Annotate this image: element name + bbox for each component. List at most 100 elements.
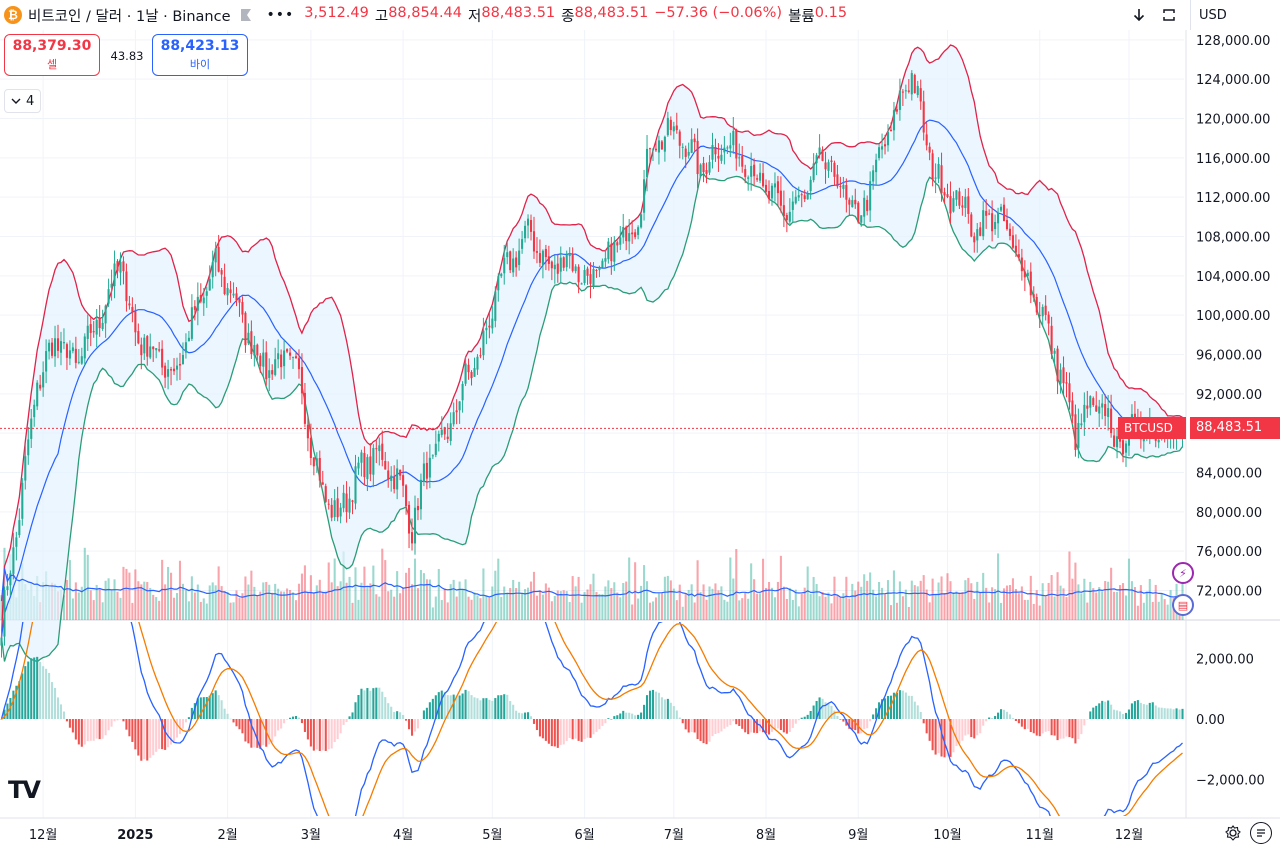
candle bbox=[985, 199, 988, 229]
currency-selector[interactable]: USD bbox=[1190, 0, 1280, 30]
tradingview-logo[interactable]: TV bbox=[8, 776, 41, 804]
macd-histogram-bar bbox=[860, 719, 863, 734]
volume-bar bbox=[515, 588, 518, 620]
indicator-collapse-button[interactable]: 4 bbox=[4, 89, 42, 113]
candle-body bbox=[24, 456, 27, 481]
macd-histogram-bar bbox=[1089, 711, 1092, 719]
buy-button[interactable]: 88,423.13 바이 bbox=[152, 34, 248, 76]
symbol-title[interactable]: 비트코인 / 달러 · 1날 · Binance bbox=[28, 8, 231, 25]
macd-histogram-bar bbox=[985, 719, 988, 722]
candle-body bbox=[946, 194, 949, 198]
candle bbox=[619, 226, 622, 250]
volume-bar bbox=[446, 602, 449, 620]
candle-body bbox=[223, 276, 226, 294]
candle-body bbox=[446, 436, 449, 439]
volume-bar bbox=[1124, 595, 1128, 620]
macd-histogram-bar bbox=[1169, 708, 1172, 719]
candle bbox=[491, 306, 494, 334]
macd-histogram-bar bbox=[351, 712, 354, 719]
candle bbox=[65, 342, 68, 370]
volume-bar bbox=[354, 567, 357, 620]
candle-body bbox=[167, 369, 170, 377]
candle bbox=[1020, 248, 1023, 281]
more-icon[interactable]: ••• bbox=[266, 7, 295, 23]
macd-histogram-bar bbox=[1002, 709, 1006, 719]
volume-bar bbox=[339, 581, 342, 620]
chat-icon[interactable] bbox=[1250, 822, 1272, 844]
symbol-pill[interactable]: ₿ 비트코인 / 달러 · 1날 · Binance ••• bbox=[0, 0, 301, 30]
macd-histogram-bar bbox=[1053, 719, 1056, 736]
candle bbox=[824, 151, 827, 184]
candle bbox=[842, 176, 845, 198]
candle-body bbox=[815, 155, 818, 164]
sell-button[interactable]: 88,379.30 셀 bbox=[4, 34, 100, 76]
macd-histogram-bar bbox=[455, 695, 458, 719]
time-axis[interactable]: 12월 2025 2월 3월 4월 5월 6월 7월 8월 9월 10월 11월 12월 bbox=[29, 828, 1143, 843]
volume-bar bbox=[738, 600, 741, 620]
fullscreen-icon[interactable] bbox=[1154, 1, 1184, 29]
macd-histogram-bar bbox=[1008, 714, 1012, 719]
candle bbox=[399, 469, 402, 481]
candle-body bbox=[836, 174, 839, 187]
macd-histogram-bar bbox=[794, 719, 797, 724]
candle bbox=[1104, 394, 1107, 426]
macd-histogram-bar bbox=[764, 719, 768, 734]
volume-bar bbox=[71, 598, 74, 620]
candle bbox=[113, 250, 116, 299]
candle bbox=[217, 234, 220, 273]
volume-bar bbox=[95, 584, 98, 620]
candle bbox=[241, 296, 244, 323]
macd-histogram-bar bbox=[152, 719, 155, 756]
candle bbox=[116, 259, 119, 279]
ohlc-value: 88,483.51 bbox=[481, 4, 556, 21]
candle-body bbox=[559, 257, 562, 272]
candle bbox=[354, 454, 357, 510]
download-arrow-icon[interactable] bbox=[1124, 1, 1154, 29]
volume-bar bbox=[818, 596, 821, 620]
macd-histogram-bar bbox=[800, 717, 803, 719]
candle-body bbox=[375, 448, 378, 450]
candle bbox=[56, 324, 60, 359]
candle-body bbox=[818, 147, 821, 155]
candle bbox=[128, 295, 131, 310]
candle-body bbox=[422, 463, 425, 482]
buy-price: 88,423.13 bbox=[160, 38, 240, 54]
flag-icon[interactable] bbox=[239, 8, 253, 22]
macd-histogram-bar bbox=[494, 698, 497, 719]
macd-histogram-bar bbox=[1145, 704, 1148, 719]
volume-bar bbox=[690, 584, 693, 620]
macd-histogram-bar bbox=[408, 719, 411, 730]
macd-histogram-bar bbox=[18, 681, 21, 719]
lightning-indicator-icon[interactable]: ⚡ bbox=[1172, 562, 1194, 584]
bitcoin-icon: ₿ bbox=[4, 6, 22, 24]
price-tick-label: 92,000.00 bbox=[1196, 388, 1262, 403]
candle-body bbox=[872, 170, 875, 182]
volume-bar bbox=[116, 591, 119, 620]
volume-bar bbox=[696, 560, 699, 620]
macd-histogram-bar bbox=[77, 719, 80, 745]
price-axis[interactable]: 128,000.00124,000.00120,000.00116,000.00… bbox=[1196, 34, 1270, 600]
candle-body bbox=[693, 138, 696, 143]
candle bbox=[684, 145, 687, 169]
macd-histogram-bar bbox=[904, 692, 907, 719]
ohlc-legend: 3,512.49 고 88,854.44 저 88,483.51 종 88,483.51 −5… bbox=[304, 5, 853, 26]
volume-bar bbox=[973, 598, 976, 620]
candle bbox=[601, 258, 604, 268]
macd-histogram-bar bbox=[161, 719, 164, 750]
candle bbox=[628, 218, 631, 255]
volume-bar bbox=[384, 560, 387, 620]
header-right-tools: USD bbox=[1124, 0, 1280, 30]
candle bbox=[518, 238, 521, 271]
macd-histogram-bar bbox=[654, 691, 658, 719]
calendar-indicator-icon[interactable]: ▤ bbox=[1172, 594, 1194, 616]
volume-bar bbox=[875, 596, 878, 620]
candle-body bbox=[541, 250, 544, 266]
macd-histogram-bar bbox=[12, 690, 15, 719]
candle-body bbox=[735, 129, 738, 159]
candle bbox=[744, 164, 747, 184]
volume-bar bbox=[235, 590, 238, 620]
settings-gear-icon[interactable] bbox=[1222, 822, 1244, 844]
macd-histogram-bar bbox=[997, 712, 1000, 719]
candle bbox=[104, 304, 107, 338]
